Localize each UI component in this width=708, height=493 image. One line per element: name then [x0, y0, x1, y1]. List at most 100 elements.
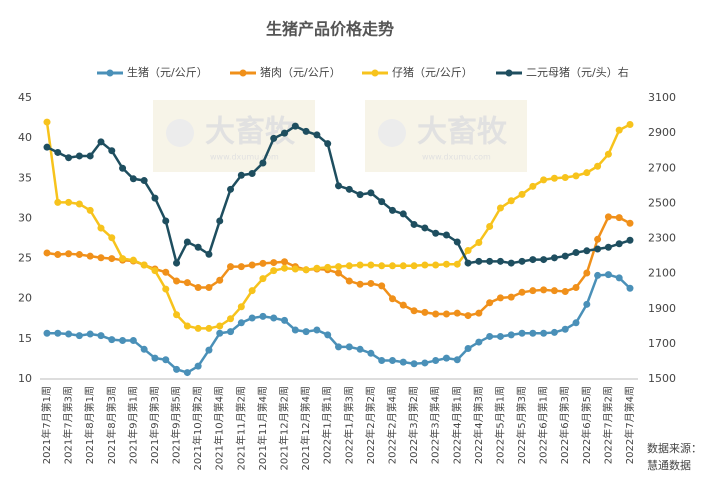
point [281, 129, 289, 137]
point [227, 315, 235, 323]
x-tick-label: 2021年10月第2周 [191, 386, 204, 471]
point [345, 343, 353, 351]
point [529, 329, 537, 337]
point [529, 182, 537, 190]
point [410, 307, 418, 315]
point [183, 279, 191, 287]
point [615, 240, 623, 248]
point [291, 122, 299, 130]
watermark-text: 大畜牧 [417, 115, 508, 150]
point [410, 220, 418, 228]
x-tick-label: 2021年9月第5周 [170, 386, 183, 464]
point [486, 299, 494, 307]
x-tick-label: 2021年11月第4周 [256, 386, 269, 471]
point [335, 182, 342, 190]
point [129, 336, 137, 344]
x-tick-label: 2021年8月第3周 [105, 386, 118, 464]
x-tick-label: 2022年6月第3周 [558, 386, 571, 464]
point [432, 357, 440, 365]
point [248, 314, 256, 322]
point [75, 332, 83, 340]
point [410, 262, 418, 270]
point [421, 224, 429, 232]
point [518, 329, 526, 337]
point [281, 258, 289, 266]
legend-marker [106, 69, 114, 77]
x-tick-label: 2022年7月第4周 [623, 386, 636, 464]
point [388, 357, 396, 365]
point [594, 245, 602, 253]
point [119, 336, 127, 344]
point [486, 257, 494, 265]
x-tick-label: 2021年10月第4周 [213, 386, 226, 471]
point [129, 175, 137, 183]
y2-tick-label: 1700 [648, 337, 676, 350]
x-tick-label: 2022年1月第1周 [321, 386, 334, 464]
point [324, 263, 332, 271]
point [604, 271, 612, 279]
point [540, 329, 548, 337]
point [410, 360, 418, 368]
point [291, 326, 299, 334]
point [248, 287, 256, 295]
point [583, 247, 591, 255]
x-tick-label: 2022年5月第3周 [515, 386, 528, 464]
point [259, 312, 267, 320]
point [626, 284, 634, 292]
point [442, 310, 450, 318]
legend-label: 仔猪（元/公斤） [392, 66, 473, 79]
point [194, 362, 202, 370]
legend-marker [371, 69, 379, 77]
legend-label: 猪肉（元/公斤） [260, 66, 341, 79]
y2-tick-label: 2900 [648, 126, 676, 139]
point [378, 282, 386, 290]
point [281, 264, 289, 272]
point [270, 259, 278, 267]
y-tick-label: 20 [18, 292, 32, 305]
point [119, 164, 127, 172]
point [108, 147, 116, 155]
point [572, 172, 580, 180]
point [367, 349, 375, 357]
point [561, 252, 569, 260]
point [43, 143, 51, 151]
point [237, 303, 245, 311]
point [194, 243, 202, 251]
point [518, 288, 526, 296]
point [475, 239, 483, 247]
y2-tick-label: 1500 [648, 372, 676, 385]
point [550, 328, 558, 336]
point [291, 265, 299, 273]
point [194, 283, 202, 291]
y2-tick-label: 3100 [648, 91, 676, 104]
point [442, 354, 450, 362]
x-tick-label: 2021年12月第4周 [299, 386, 312, 471]
y2-tick-label: 2300 [648, 232, 676, 245]
point [378, 198, 386, 206]
point [399, 262, 407, 270]
point [270, 134, 278, 142]
point [572, 249, 580, 257]
point [97, 332, 105, 340]
point [496, 332, 504, 340]
point [227, 185, 235, 193]
watermark-logo [378, 119, 406, 147]
series-line [45, 121, 631, 330]
y2-tick-label: 2700 [648, 161, 676, 174]
point [378, 357, 386, 365]
point [453, 260, 461, 268]
point [518, 257, 526, 265]
point [43, 118, 51, 126]
point [216, 329, 224, 337]
point [507, 197, 515, 205]
source: 数据来源： [647, 441, 702, 455]
point [302, 127, 310, 135]
point [464, 344, 472, 352]
point [313, 264, 321, 272]
point [281, 316, 289, 324]
point [421, 359, 429, 367]
point [65, 154, 73, 162]
point [108, 255, 116, 263]
point [507, 293, 515, 301]
x-tick-label: 2021年8月第1周 [83, 386, 96, 464]
